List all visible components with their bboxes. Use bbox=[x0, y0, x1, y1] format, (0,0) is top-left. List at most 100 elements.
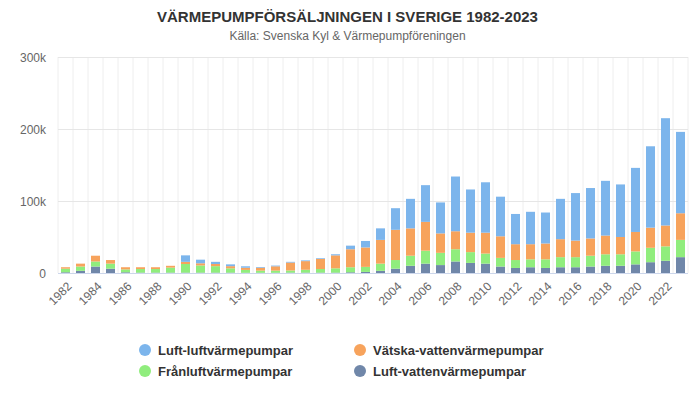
x-tick-label: 1994 bbox=[226, 279, 255, 308]
x-grid-line bbox=[523, 57, 524, 273]
bar-segment bbox=[571, 257, 580, 267]
bar-segment bbox=[181, 264, 190, 273]
x-tick-label: 2022 bbox=[646, 279, 675, 308]
bar-segment bbox=[91, 267, 100, 273]
bar-segment bbox=[91, 256, 100, 262]
bar-segment bbox=[196, 263, 205, 265]
bar-segment bbox=[406, 199, 415, 229]
bar-segment bbox=[391, 260, 400, 269]
x-grid-line bbox=[598, 57, 599, 273]
x-tick-label: 2010 bbox=[466, 279, 495, 308]
bar-segment bbox=[226, 264, 235, 266]
x-grid-line bbox=[688, 57, 689, 273]
bar-segment bbox=[121, 267, 130, 268]
bar-segment bbox=[661, 246, 670, 260]
x-grid-line bbox=[358, 57, 359, 273]
x-grid-line bbox=[463, 57, 464, 273]
bar-segment bbox=[286, 261, 295, 263]
bar-segment bbox=[76, 263, 85, 264]
bar-segment bbox=[481, 233, 490, 254]
x-grid-line bbox=[208, 57, 209, 273]
x-tick-label: 1996 bbox=[256, 279, 285, 308]
bars bbox=[61, 118, 685, 273]
x-grid-line bbox=[328, 57, 329, 273]
x-grid-line bbox=[508, 57, 509, 273]
x-grid-line bbox=[478, 57, 479, 273]
x-grid-line bbox=[133, 57, 134, 273]
bar-segment bbox=[166, 265, 175, 266]
bar-segment bbox=[676, 132, 685, 213]
x-grid-line bbox=[493, 57, 494, 273]
x-tick-label: 2018 bbox=[586, 279, 615, 308]
bar-segment bbox=[226, 266, 235, 268]
x-tick-label: 2000 bbox=[316, 279, 345, 308]
legend-symbol bbox=[139, 365, 151, 377]
bar-segment bbox=[631, 168, 640, 232]
bar-segment bbox=[616, 266, 625, 273]
x-grid-line bbox=[73, 57, 74, 273]
bar-segment bbox=[361, 241, 370, 247]
x-grid-line bbox=[253, 57, 254, 273]
bar-segment bbox=[676, 240, 685, 257]
y-grid-line bbox=[58, 57, 688, 58]
bar-segment bbox=[166, 266, 175, 268]
bar-segment bbox=[136, 269, 145, 273]
bar-segment bbox=[541, 259, 550, 268]
bar-segment bbox=[421, 185, 430, 222]
bar-segment bbox=[616, 184, 625, 237]
bar-segment bbox=[241, 266, 250, 267]
bar-segment bbox=[301, 270, 310, 273]
y-tick-label: 0 bbox=[39, 267, 46, 281]
x-tick-label: 2012 bbox=[496, 279, 525, 308]
bar-segment bbox=[211, 266, 220, 272]
x-grid-line bbox=[58, 57, 59, 273]
bar-segment bbox=[496, 197, 505, 237]
bar-segment bbox=[91, 261, 100, 266]
bar-segment bbox=[436, 265, 445, 273]
y-grid-line bbox=[58, 129, 688, 130]
bar-segment bbox=[511, 268, 520, 273]
bar-segment bbox=[76, 267, 85, 271]
x-grid-line bbox=[298, 57, 299, 273]
x-grid-line bbox=[553, 57, 554, 273]
bar-segment bbox=[496, 236, 505, 258]
bar-segment bbox=[676, 213, 685, 240]
bar-segment bbox=[601, 181, 610, 236]
bar-segment bbox=[376, 271, 385, 273]
legend: Luft-luftvärmepumpar Vätska-vattenvärmepu… bbox=[139, 343, 544, 379]
bar-segment bbox=[406, 256, 415, 266]
x-grid-line bbox=[313, 57, 314, 273]
legend-label: Luft-luftvärmepumpar bbox=[158, 343, 293, 358]
bar-segment bbox=[346, 249, 355, 267]
bar-segment bbox=[586, 188, 595, 238]
bar-segment bbox=[421, 222, 430, 251]
bar-segment bbox=[541, 213, 550, 244]
bar-segment bbox=[451, 249, 460, 261]
bar-segment bbox=[286, 270, 295, 272]
x-tick-label: 2008 bbox=[436, 279, 465, 308]
bar-segment bbox=[526, 267, 535, 273]
x-grid-line bbox=[448, 57, 449, 273]
chart-title: VÄRMEPUMPFÖRSÄLJNINGEN I SVERIGE 1982-20… bbox=[157, 8, 538, 25]
bar-segment bbox=[631, 232, 640, 251]
x-tick-label: 1998 bbox=[286, 279, 315, 308]
x-grid-line bbox=[568, 57, 569, 273]
bar-segment bbox=[571, 241, 580, 258]
bar-segment bbox=[331, 255, 340, 268]
x-grid-line bbox=[433, 57, 434, 273]
bar-segment bbox=[181, 262, 190, 264]
bar-segment bbox=[466, 263, 475, 273]
bar-segment bbox=[151, 267, 160, 268]
bar-segment bbox=[271, 265, 280, 267]
bar-segment bbox=[391, 269, 400, 273]
bar-segment bbox=[91, 255, 100, 256]
bar-segment bbox=[631, 264, 640, 273]
legend-label: Vätska-vattenvärmepumpar bbox=[373, 343, 544, 358]
x-tick-label: 1986 bbox=[106, 279, 135, 308]
bar-segment bbox=[571, 193, 580, 241]
bar-segment bbox=[571, 267, 580, 273]
x-tick-label: 1992 bbox=[196, 279, 225, 308]
bar-segment bbox=[361, 267, 370, 272]
bar-segment bbox=[436, 233, 445, 252]
bar-segment bbox=[151, 269, 160, 273]
